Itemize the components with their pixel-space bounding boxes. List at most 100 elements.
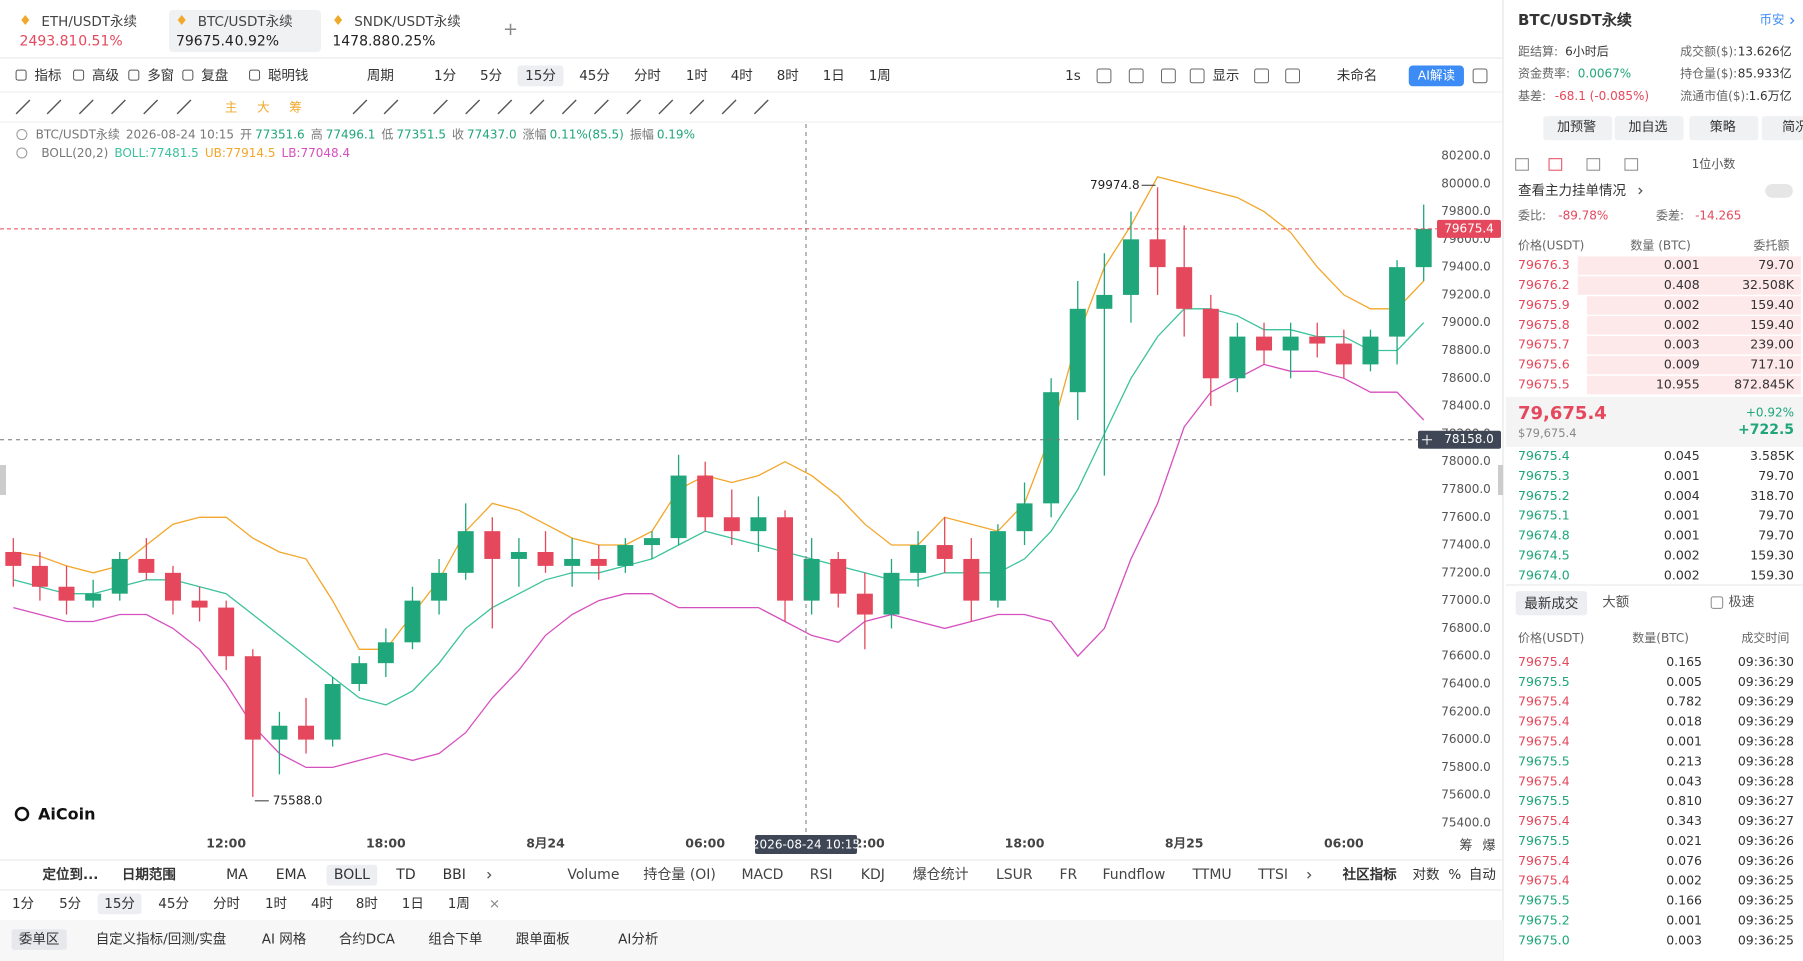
axis-option[interactable]: % [1448, 867, 1461, 883]
date-range[interactable]: 日期范围 [122, 866, 176, 883]
interval-button[interactable]: 1时 [265, 896, 287, 912]
interval-button[interactable]: 分时 [634, 68, 661, 84]
sub-indicator[interactable]: KDJ [861, 867, 885, 883]
ask-qty: 0.003 [1664, 337, 1700, 352]
toolbar-item[interactable]: 未命名 [1337, 67, 1378, 84]
panel-tab[interactable]: 合约DCA [339, 932, 396, 948]
sub-indicator[interactable]: TTSI [1257, 867, 1288, 883]
sub-indicator[interactable]: MACD [741, 867, 783, 883]
legend-icon [16, 147, 28, 159]
toolbar-item[interactable]: 1s [1065, 68, 1081, 84]
interval-button[interactable]: 1时 [686, 68, 708, 84]
checkbox[interactable] [1710, 596, 1724, 609]
main-indicator[interactable]: EMA [276, 867, 307, 883]
interval-button[interactable]: 分时 [213, 896, 240, 912]
candle-body [1335, 343, 1352, 365]
axis-corner[interactable]: 筹 [1459, 838, 1472, 854]
sub-indicator[interactable]: LSUR [996, 867, 1033, 883]
toolbar-item[interactable]: 显示 [1212, 68, 1239, 84]
add-tab[interactable]: + [503, 19, 518, 40]
interval-button[interactable]: 1周 [448, 896, 470, 912]
panel-tab[interactable]: 跟单面板 [516, 932, 570, 948]
axis-corner[interactable]: 爆 [1482, 839, 1495, 854]
tab-name[interactable]: BTC/USDT永续 [198, 14, 293, 30]
community-indicators[interactable]: 社区指标 [1342, 866, 1397, 883]
drawing-mark[interactable]: 筹 [289, 100, 302, 115]
main-indicator[interactable]: TD [395, 867, 415, 883]
main-indicator[interactable]: MA [226, 867, 248, 883]
x-tick-label: 8月25 [1165, 836, 1204, 851]
interval-button[interactable]: 1分 [12, 896, 34, 912]
panel-tab[interactable]: 委单区 [19, 932, 60, 948]
sub-indicator[interactable]: 持仓量 (OI) [643, 867, 716, 883]
interval-button[interactable]: 15分 [525, 68, 556, 84]
trade-tab[interactable]: 最新成交 [1524, 595, 1578, 612]
toggle[interactable] [1765, 184, 1793, 198]
axis-option[interactable]: 对数 [1413, 867, 1441, 883]
locate-button[interactable]: 定位到... [43, 866, 99, 883]
interval-button[interactable]: 4时 [311, 896, 333, 912]
drawing-tool-icon [561, 99, 577, 115]
sub-indicator[interactable]: 爆仓统计 [913, 867, 969, 883]
interval-button[interactable]: 8时 [356, 896, 378, 912]
sub-indicator[interactable]: Fundflow [1103, 867, 1166, 883]
speed-option[interactable]: 极速 [1728, 595, 1754, 610]
interval-button[interactable]: 5分 [59, 896, 81, 912]
crosshair-time: 2026-08-24 10:15 [752, 838, 860, 852]
trade-time: 09:36:25 [1738, 893, 1794, 908]
panel-button[interactable]: 加预警 [1557, 119, 1596, 135]
interval-button[interactable]: 1周 [869, 68, 891, 84]
precision-select[interactable]: 1位小数 [1692, 156, 1736, 171]
main-indicator[interactable]: BBI [443, 867, 466, 883]
panel-button[interactable]: 策略 [1710, 119, 1736, 135]
interval-button[interactable]: 15分 [104, 896, 135, 912]
sub-indicator[interactable]: FR [1059, 867, 1077, 883]
toolbar-item[interactable]: 多窗 [147, 67, 174, 84]
drawing-tool-icon [689, 99, 705, 115]
ohlc-legend: BTC/USDT永续 2026-08-24 10:15 开 77351.6 高 77496… [36, 126, 695, 141]
trade-tab[interactable]: 大额 [1602, 595, 1630, 611]
tab-name[interactable]: SNDK/USDT永续 [354, 14, 461, 30]
drawing-mark[interactable]: 主 [225, 100, 238, 115]
drawing-mark[interactable]: 大 [257, 100, 270, 115]
depth-bar [1587, 336, 1801, 355]
y-tick-label: 75600.0 [1441, 788, 1491, 802]
interval-button[interactable]: 45分 [579, 68, 610, 84]
interval-button[interactable]: 5分 [480, 68, 502, 84]
interval-button[interactable]: 1日 [823, 68, 845, 84]
toolbar-item[interactable]: 聪明钱 [268, 68, 309, 84]
tab-name[interactable]: ETH/USDT永续 [41, 14, 137, 30]
trade-qty: 0.001 [1666, 913, 1702, 928]
crosshair-time-tag [755, 835, 857, 854]
ask-price: 79675.6 [1518, 357, 1570, 372]
interval-button[interactable]: 1分 [434, 68, 456, 84]
interval-button[interactable]: 4时 [731, 68, 753, 84]
interval-button[interactable]: 1日 [402, 896, 424, 912]
logo-icon [14, 806, 30, 822]
toolbar-item[interactable]: 指标 [35, 68, 62, 84]
main-orders-link[interactable]: 查看主力挂单情况 [1518, 183, 1626, 199]
panel-button[interactable]: 简况 [1782, 119, 1803, 135]
toolbar-item[interactable]: 高级 [92, 67, 119, 84]
axis-option[interactable]: 自动 [1469, 867, 1496, 883]
panel-button[interactable]: 加自选 [1628, 120, 1667, 135]
main-indicator[interactable]: BOLL [334, 867, 370, 883]
interval-button[interactable]: 45分 [158, 896, 189, 912]
panel-tab[interactable]: AI分析 [618, 932, 658, 948]
panel-tab[interactable]: AI 网格 [262, 932, 307, 948]
sub-indicator[interactable]: Volume [567, 867, 619, 883]
toolbar-item[interactable]: 周期 [367, 68, 394, 84]
sub-indicator[interactable]: TTMU [1192, 867, 1232, 883]
sub-indicator[interactable]: RSI [810, 867, 833, 883]
bid-price: 79674.5 [1518, 548, 1570, 563]
panel-tab[interactable]: 自定义指标/回测/实盘 [96, 931, 227, 948]
legend-item: BOLL:77481.5 [114, 145, 199, 159]
candle-body [590, 558, 607, 566]
close-button[interactable]: × [489, 896, 500, 912]
toolbar-item[interactable]: 复盘 [201, 67, 228, 84]
interval-button[interactable]: 8时 [777, 68, 799, 84]
ai-button[interactable]: AI解读 [1418, 67, 1455, 82]
panel-tab[interactable]: 组合下单 [428, 932, 482, 948]
exchange-link[interactable]: 币安 [1760, 12, 1785, 27]
tool-icon [128, 69, 140, 81]
